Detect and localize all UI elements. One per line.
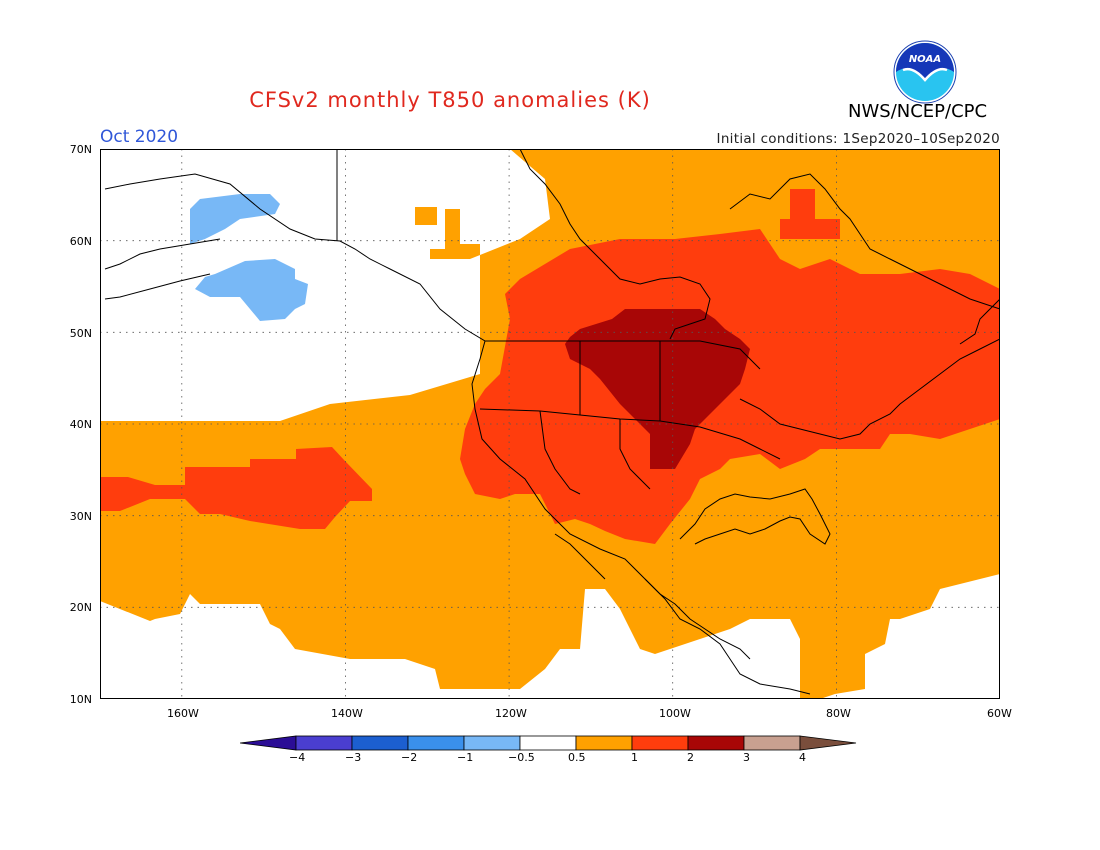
colorbar-arrow-left [240, 735, 297, 751]
lon-label-120w: 120W [495, 707, 527, 720]
colorbar-cell-9 [743, 735, 801, 751]
colorbar-cell-7 [631, 735, 689, 751]
colorbar-label-3: −2 [401, 751, 418, 764]
colorbar-label-1: −4 [289, 751, 306, 764]
forecast-month: Oct 2020 [100, 127, 179, 147]
noaa-logo-icon: NOAA [893, 40, 957, 104]
anomaly-band-2-3 [565, 309, 750, 469]
lon-label-100w: 100W [659, 707, 691, 720]
lon-label-60w: 60W [987, 707, 1012, 720]
colorbar-label-6: 0.5 [568, 751, 586, 764]
colorbar-label-2: −3 [345, 751, 362, 764]
coastlines [104, 149, 1000, 695]
lat-label-10n: 10N [69, 693, 92, 706]
lat-label-30n: 30N [69, 510, 92, 523]
colorbar-label-4: −1 [457, 751, 474, 764]
colorbar [240, 735, 857, 751]
lon-label-80w: 80W [826, 707, 851, 720]
logo-text: NOAA [909, 54, 941, 65]
colorbar-label-8: 2 [687, 751, 694, 764]
colorbar-cell-5 [519, 735, 577, 751]
colorbar-cell-3 [407, 735, 465, 751]
lon-label-160w: 160W [167, 707, 199, 720]
colorbar-cell-8 [687, 735, 745, 751]
chart-title: CFSv2 monthly T850 anomalies (K) [249, 88, 651, 112]
colorbar-cell-4 [463, 735, 521, 751]
agency-label: NWS/NCEP/CPC [848, 101, 988, 122]
colorbar-label-10: 4 [799, 751, 806, 764]
colorbar-cell-6 [575, 735, 633, 751]
graticule [100, 149, 1000, 699]
colorbar-label-9: 3 [743, 751, 750, 764]
colorbar-label-5: −0.5 [508, 751, 535, 764]
colorbar-cell-2 [351, 735, 409, 751]
lat-label-50n: 50N [69, 327, 92, 340]
lat-label-60n: 60N [69, 235, 92, 248]
lat-label-40n: 40N [69, 418, 92, 431]
colorbar-cell-1 [295, 735, 353, 751]
lat-label-70n: 70N [69, 143, 92, 156]
colorbar-label-7: 1 [631, 751, 638, 764]
lon-label-140w: 140W [331, 707, 363, 720]
initial-conditions: Initial conditions: 1Sep2020–10Sep2020 [716, 131, 1000, 147]
lat-label-20n: 20N [69, 601, 92, 614]
anomaly-map [100, 149, 1000, 699]
colorbar-arrow-right [799, 735, 857, 751]
